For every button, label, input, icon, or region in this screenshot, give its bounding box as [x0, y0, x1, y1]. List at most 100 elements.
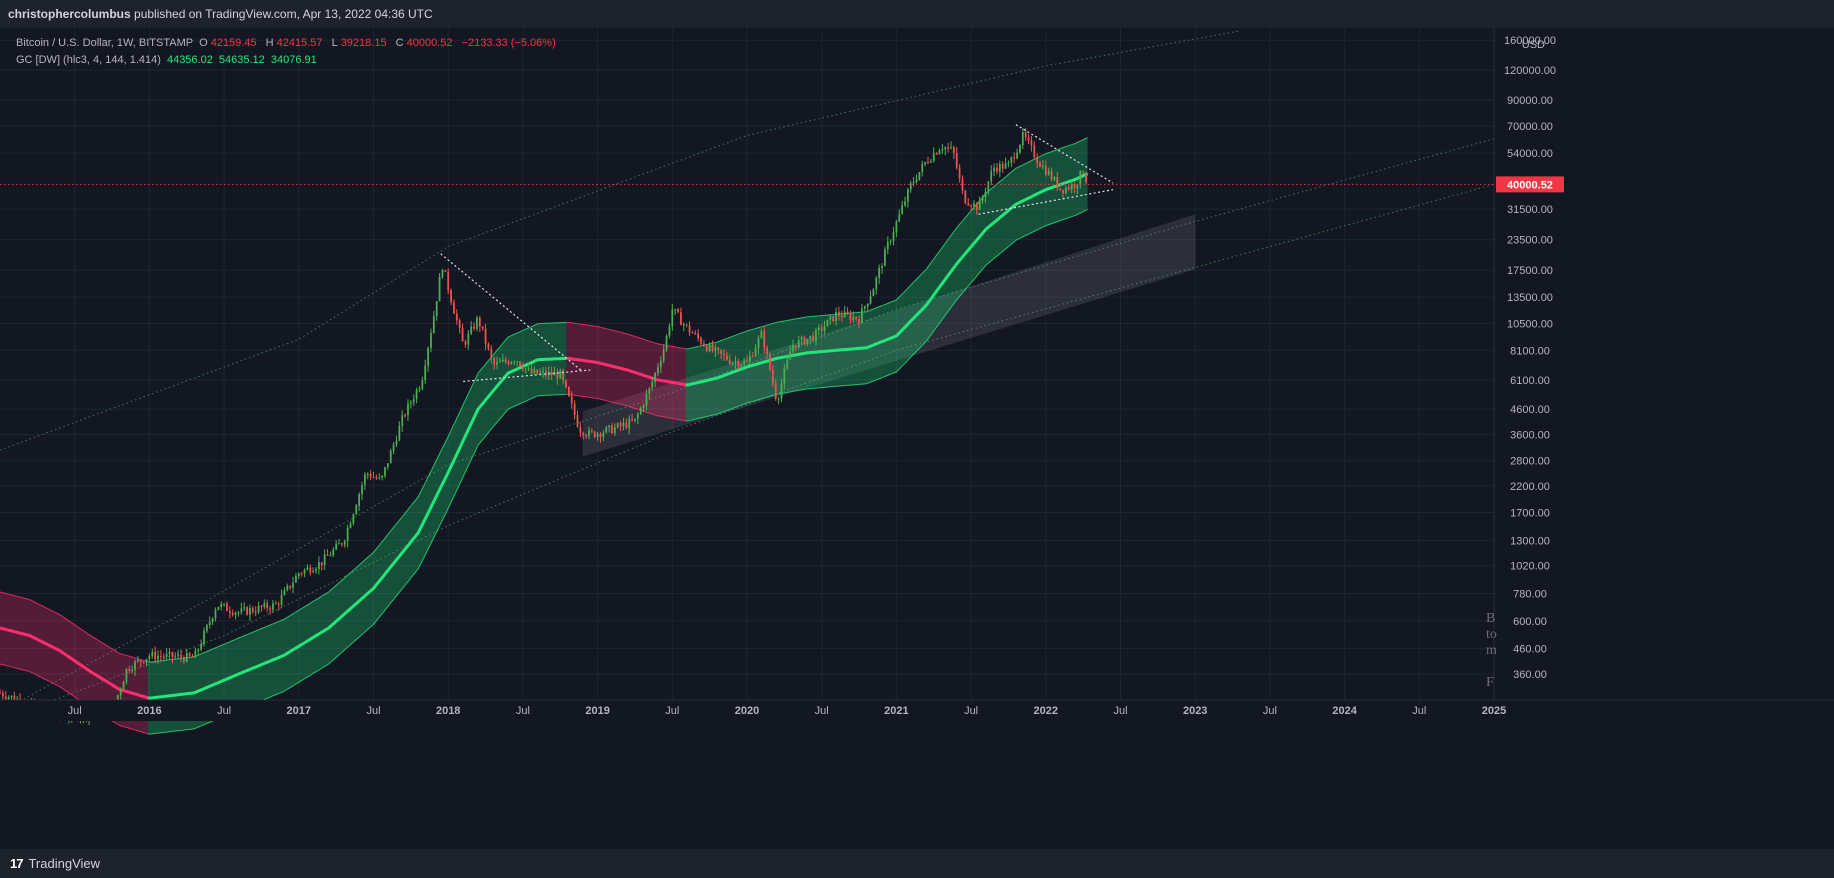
candle-243: [697, 329, 700, 342]
candle-body-73: [208, 621, 211, 625]
candle-368: [1056, 171, 1059, 191]
candle-168: [481, 326, 484, 331]
candle-280: [803, 335, 806, 346]
candle-body-176: [504, 359, 507, 362]
grey-channel-fill: [582, 214, 1196, 457]
close-label: C: [395, 37, 404, 49]
author-name[interactable]: christophercolumbus: [8, 7, 131, 21]
candle-body-186: [533, 369, 536, 374]
candle-353: [1013, 152, 1016, 164]
candle-50: [142, 661, 145, 664]
candle-body-125: [358, 494, 361, 506]
candle-body-76: [217, 606, 220, 610]
candle-body-117: [335, 543, 338, 550]
candle-273: [783, 363, 786, 390]
candle-body-229: [657, 367, 659, 374]
candle-body-358: [1027, 137, 1030, 141]
candle-body-279: [800, 336, 803, 340]
candle-318: [912, 176, 915, 187]
candle-304: [872, 288, 875, 297]
candle-body-128: [366, 473, 369, 475]
indicator-legend-line[interactable]: GC [DW] (hlc3, 4, 144, 1.414) 44356.02 5…: [16, 52, 559, 69]
candle-110: [315, 567, 317, 574]
candle-body-195: [559, 370, 562, 379]
candle-body-340: [975, 203, 978, 210]
candle-373: [1070, 180, 1073, 194]
price-chart[interactable]: 160000.00 120000.00 90000.00 70000.00 54000.…: [0, 28, 1834, 849]
candle-body-80: [228, 610, 231, 613]
candle-62: [177, 649, 180, 660]
y-tick-13500.00: 13500.00: [1507, 292, 1553, 304]
candle-337: [967, 197, 970, 207]
candle-body-281: [806, 338, 809, 345]
candle-body-300: [861, 308, 863, 324]
candle-187: [536, 369, 539, 375]
candle-362: [1039, 161, 1041, 168]
candle-202: [579, 421, 582, 438]
candle-body-74: [211, 618, 214, 622]
candle-260: [746, 355, 748, 362]
candle-body-112: [320, 562, 323, 566]
candle-body-131: [375, 477, 378, 479]
candle-170: [487, 342, 490, 351]
candle-350: [1004, 157, 1007, 170]
candle-body-243: [697, 333, 700, 339]
candle-body-248: [711, 344, 714, 351]
candle-body-182: [522, 365, 524, 370]
candle-body-201: [576, 415, 579, 427]
high-label: H: [265, 37, 274, 49]
candle-body-240: [688, 325, 691, 333]
close-value: 40000.52: [406, 37, 453, 49]
candle-body-166: [476, 317, 478, 329]
candle-body-364: [1044, 165, 1047, 175]
candle-160: [458, 318, 461, 334]
candle-body-285: [817, 327, 820, 330]
candle-body-242: [694, 333, 697, 335]
candle-body-115: [329, 555, 332, 557]
candle-body-287: [823, 326, 826, 331]
candle-196: [562, 368, 565, 385]
band-lower-3: [685, 209, 1088, 422]
candle-body-219: [628, 419, 631, 428]
candle-185: [530, 364, 533, 375]
y-tick-10500.00: 10500.00: [1507, 318, 1553, 330]
candle-body-55: [157, 655, 159, 660]
candle-244: [700, 336, 702, 346]
band-basis-1: [147, 356, 567, 700]
symbol-legend-line[interactable]: Bitcoin / U.S. Dollar, 1W, BITSTAMP O 421…: [16, 35, 559, 52]
candle-85: [243, 602, 246, 612]
x-tick-Jul-2023.5: Jul: [1263, 705, 1277, 717]
candle-body-161: [461, 327, 464, 342]
y-tick-2200.00: 2200.00: [1510, 481, 1550, 493]
y-tick-90000.00: 90000.00: [1507, 95, 1553, 107]
candle-body-254: [728, 359, 731, 364]
candle-51: [145, 658, 148, 667]
x-tick-Jul-2021.5: Jul: [964, 705, 978, 717]
candle-309: [886, 236, 889, 255]
candle-216: [619, 420, 622, 432]
indicator-title: GC [DW] (hlc3, 4, 144, 1.414): [16, 54, 161, 66]
candle-102: [292, 576, 294, 593]
tradingview-brand[interactable]: TradingView: [28, 856, 101, 871]
candle-58: [165, 648, 168, 661]
candle-130: [372, 471, 375, 479]
candle-268: [769, 352, 771, 372]
candle-290: [832, 315, 835, 323]
candle-body-318: [912, 182, 915, 184]
candle-body-349: [1001, 163, 1004, 169]
candle-body-130: [372, 477, 375, 479]
candle-body-274: [786, 359, 789, 369]
candle-237: [680, 307, 682, 326]
time-axis-bg: [0, 700, 1834, 721]
candle-body-122: [349, 523, 352, 528]
candle-body-127: [363, 474, 366, 486]
candle-body-362: [1039, 162, 1041, 167]
candle-0: [0, 689, 1, 694]
candle-291: [835, 307, 837, 326]
tradingview-logo-icon[interactable]: 17: [10, 856, 24, 871]
candle-232: [665, 334, 668, 353]
candle-body-289: [829, 316, 832, 320]
candle-body-253: [725, 355, 728, 360]
candle-190: [544, 367, 547, 380]
candle-body-323: [927, 162, 929, 164]
